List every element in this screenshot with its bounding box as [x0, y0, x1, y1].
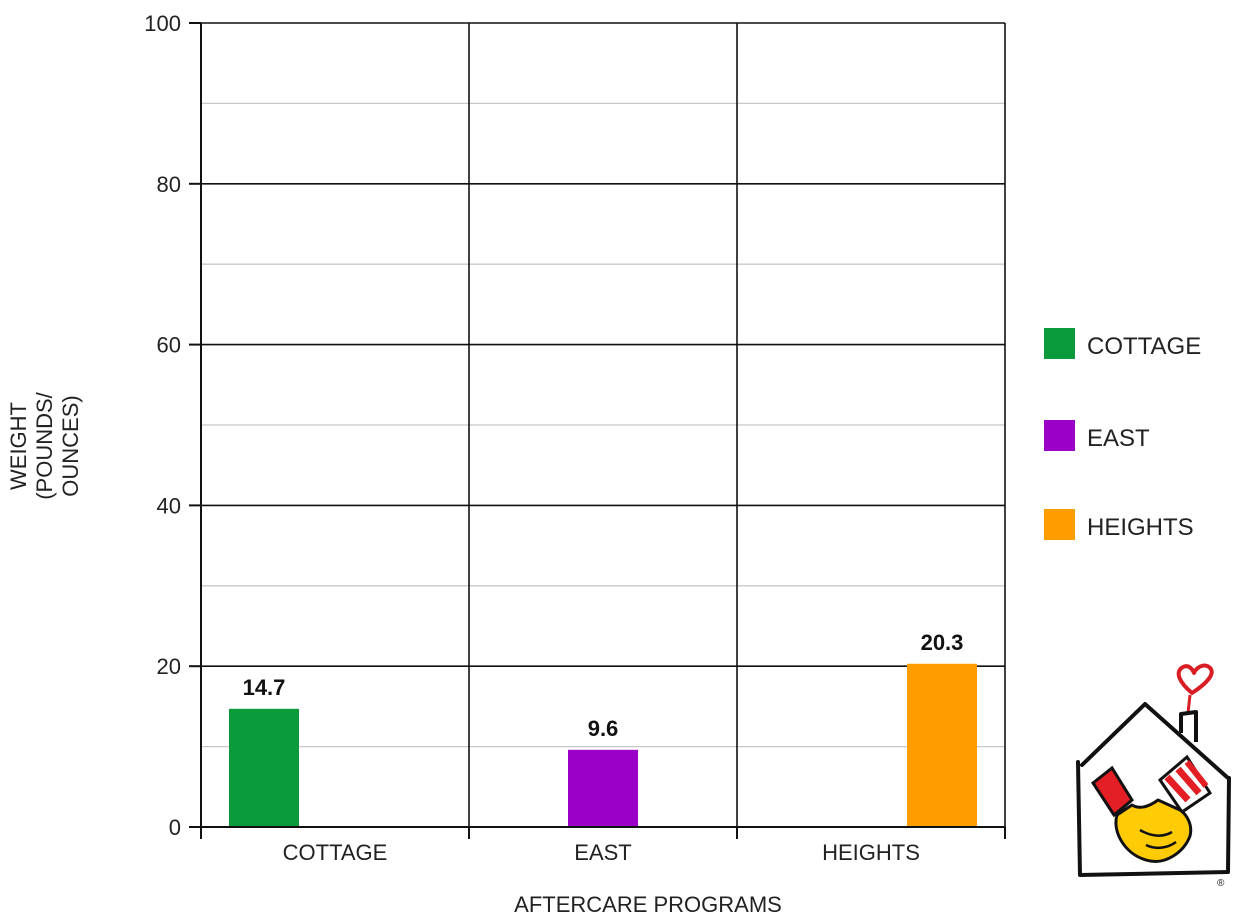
bar-heights: [907, 663, 977, 827]
hands-icon: [1114, 798, 1193, 863]
house-hands-heart-logo: ®: [1076, 663, 1231, 889]
y-tick-label: 0: [169, 815, 181, 840]
y-tick-label: 60: [157, 333, 181, 358]
y-tick-label: 20: [157, 654, 181, 679]
y-axis-title-line: OUNCES): [58, 395, 83, 496]
trademark-symbol: ®: [1217, 878, 1225, 889]
y-axis-title-line: (POUNDS/: [32, 391, 57, 499]
x-tick-label-heights: HEIGHTS: [822, 840, 920, 865]
house-outline: [1076, 702, 1231, 877]
bar-east: [568, 749, 638, 827]
data-label-east: 9.6: [588, 716, 619, 741]
legend-swatch-east: [1044, 420, 1075, 451]
legend-swatch-cottage: [1044, 328, 1075, 359]
labels: 14.7 9.6 20.3 0 20 40 60 80 100 COTTAGE EAST HEIGHT…: [144, 11, 963, 865]
gridlines: [201, 22, 1006, 828]
legend: COTTAGE EAST HEIGHTS: [1044, 328, 1201, 541]
legend-swatch-heights: [1044, 509, 1075, 540]
y-tick-label: 80: [157, 172, 181, 197]
y-tick-label: 40: [157, 493, 181, 518]
y-axis-title: WEIGHT(POUNDS/OUNCES): [6, 391, 83, 499]
data-label-heights: 20.3: [921, 630, 964, 655]
bar-cottage: [229, 708, 299, 827]
legend-label-cottage: COTTAGE: [1087, 333, 1201, 360]
legend-label-heights: HEIGHTS: [1087, 514, 1194, 541]
data-label-cottage: 14.7: [243, 675, 286, 700]
heart-icon: [1176, 663, 1214, 695]
y-tick-label: 100: [144, 11, 181, 36]
axes: [189, 22, 1006, 839]
chimney: [1179, 710, 1198, 742]
legend-label-east: EAST: [1087, 425, 1150, 452]
bars: [229, 663, 977, 827]
x-tick-label-cottage: COTTAGE: [283, 840, 388, 865]
x-axis-title: AFTERCARE PROGRAMS: [514, 892, 782, 917]
x-tick-label-east: EAST: [574, 840, 631, 865]
y-axis-title-line: WEIGHT: [6, 402, 31, 490]
